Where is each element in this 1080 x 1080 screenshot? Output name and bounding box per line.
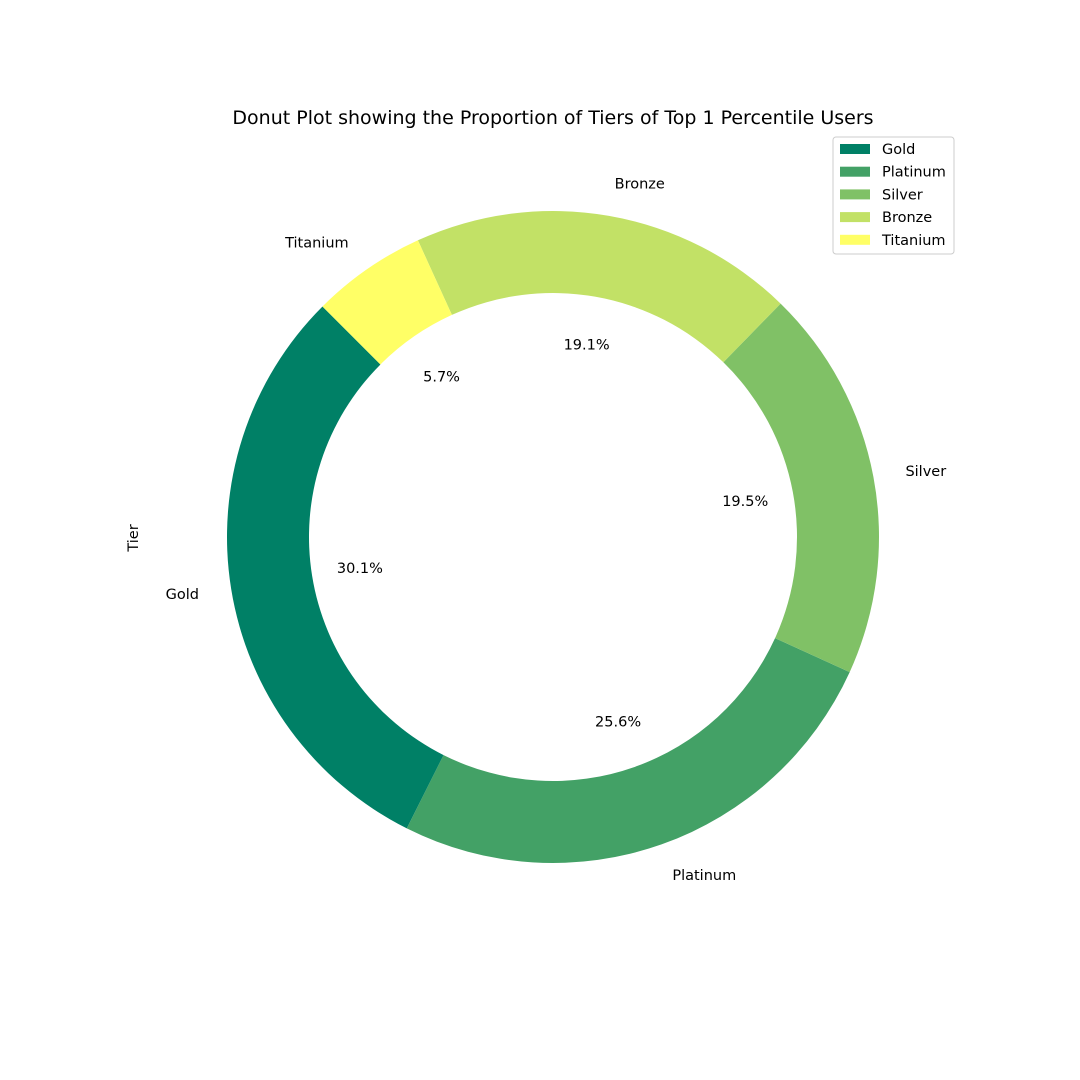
- legend-swatch-bronze: [840, 212, 870, 223]
- legend-swatch-silver: [840, 189, 870, 200]
- legend-swatch-gold: [840, 144, 870, 154]
- legend-swatch-platinum: [840, 166, 870, 177]
- legend-items: Gold Platinum Silver Bronze Titanium: [840, 142, 946, 249]
- labels-layer: Gold 30.1% Platinum 25.6% Silver 19.5% Bronze 1…: [166, 177, 947, 884]
- slice-gold: [226, 306, 444, 829]
- chart-title: Donut Plot showing the Proportion of Tie…: [232, 107, 873, 129]
- slice-platinum: [406, 638, 850, 863]
- legend: Gold Platinum Silver Bronze Titanium: [832, 136, 955, 255]
- legend-label-titanium: Titanium: [881, 233, 946, 249]
- legend-label-gold: Gold: [882, 142, 915, 158]
- slice-label-silver: Silver: [905, 464, 946, 480]
- pct-label-gold: 30.1%: [337, 561, 383, 577]
- pct-label-platinum: 25.6%: [595, 714, 641, 730]
- legend-label-bronze: Bronze: [882, 210, 932, 226]
- slice-silver: [723, 303, 879, 673]
- slices-layer: [226, 211, 879, 863]
- slice-label-gold: Gold: [166, 587, 199, 603]
- legend-label-silver: Silver: [882, 187, 923, 203]
- legend-frame: [832, 136, 955, 255]
- slice-titanium: [322, 240, 452, 365]
- slice-label-platinum: Platinum: [672, 868, 736, 884]
- y-axis-label: Tier: [126, 524, 142, 552]
- pct-label-titanium: 5.7%: [423, 369, 460, 385]
- pct-label-bronze: 19.1%: [564, 337, 610, 353]
- slice-label-titanium: Titanium: [284, 235, 349, 251]
- legend-label-platinum: Platinum: [882, 165, 946, 181]
- pct-label-silver: 19.5%: [722, 494, 768, 510]
- slice-bronze: [417, 211, 781, 363]
- slice-label-bronze: Bronze: [615, 177, 665, 193]
- legend-swatch-titanium: [840, 234, 870, 245]
